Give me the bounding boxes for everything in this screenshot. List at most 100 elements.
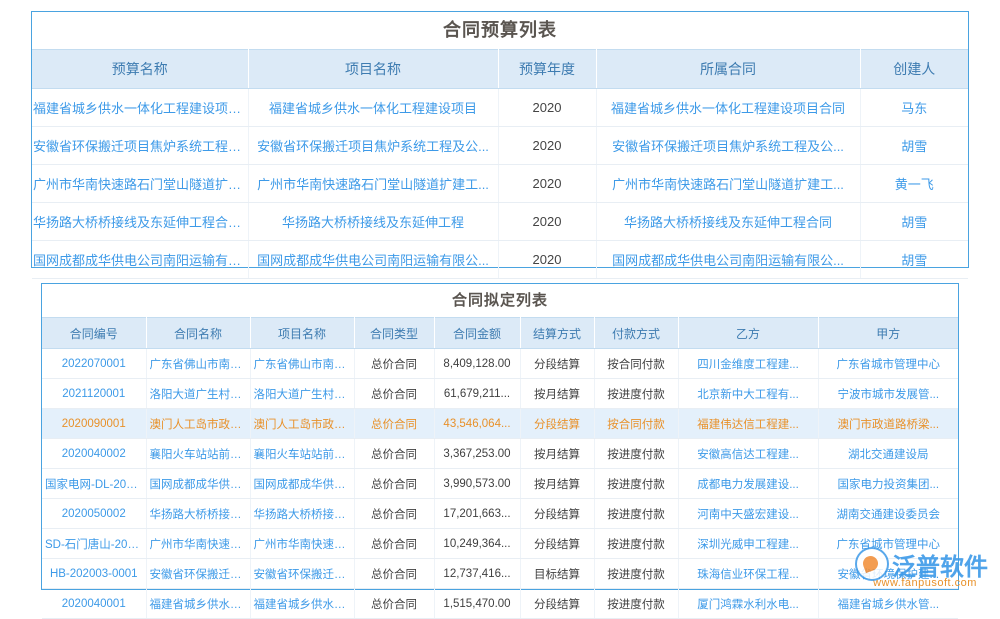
contract-cell-code[interactable]: 2020090001 <box>42 408 147 439</box>
budget-col-creator[interactable]: 创建人 <box>860 49 968 89</box>
contract-cell-party-a[interactable]: 福建省城乡供水管... <box>818 588 958 619</box>
contract-cell-project-name[interactable]: 洛阳大道广生村北侧锦... <box>250 378 355 409</box>
contract-cell-contract-name[interactable]: 华扬路大桥桥接线及东... <box>146 498 251 529</box>
budget-col-budget-name[interactable]: 预算名称 <box>32 49 249 89</box>
table-row[interactable]: 2020050002 华扬路大桥桥接线及东... 华扬路大桥桥接线及东... 总… <box>42 498 958 529</box>
table-row[interactable]: SD-石门唐山-20200... 广州市华南快速路石门... 广州市华南快速路石… <box>42 528 958 559</box>
budget-cell-project-name[interactable]: 广州市华南快速路石门堂山隧道扩建工... <box>248 164 499 203</box>
contract-cell-party-a[interactable]: 国家电力投资集团... <box>818 468 958 499</box>
budget-cell-project-name[interactable]: 安徽省环保搬迁项目焦炉系统工程及公... <box>248 126 499 165</box>
budget-cell-budget-name[interactable]: 广州市华南快速路石门堂山隧道扩建工... <box>32 164 249 203</box>
table-row[interactable]: 安徽省环保搬迁项目焦炉系统工程及公... 安徽省环保搬迁项目焦炉系统工程及公..… <box>32 126 968 165</box>
contract-cell-code[interactable]: SD-石门唐山-20200... <box>42 528 147 559</box>
contract-cell-party-b[interactable]: 深圳光威申工程建... <box>678 528 819 559</box>
budget-cell-contract[interactable]: 广州市华南快速路石门堂山隧道扩建工... <box>596 164 861 203</box>
budget-cell-contract[interactable]: 安徽省环保搬迁项目焦炉系统工程及公... <box>596 126 861 165</box>
table-row[interactable]: 2021120001 洛阳大道广生村北侧锦... 洛阳大道广生村北侧锦... 总… <box>42 378 958 409</box>
contract-cell-contract-name[interactable]: 广东省佛山市南海区洛... <box>146 348 251 379</box>
contract-cell-project-name[interactable]: 安徽省环保搬迁项目焦... <box>250 558 355 589</box>
table-row[interactable]: 国家电网-DL-20200... 国网成都成华供电公司... 国网成都成华供电公… <box>42 468 958 499</box>
contract-cell-payment: 按进度付款 <box>594 528 679 559</box>
contract-cell-project-name[interactable]: 广东省佛山市南海区洛... <box>250 348 355 379</box>
budget-col-project-name[interactable]: 项目名称 <box>248 49 499 89</box>
contract-cell-type: 总价合同 <box>354 348 435 379</box>
contract-table-header-row: 合同编号 合同名称 项目名称 合同类型 合同金额 结算方式 付款方式 乙方 甲方 <box>42 317 958 349</box>
contract-cell-party-b[interactable]: 成都电力发展建设... <box>678 468 819 499</box>
contract-cell-party-b[interactable]: 厦门鸿霖水利水电... <box>678 588 819 619</box>
contract-cell-party-b[interactable]: 安徽高信达工程建... <box>678 438 819 469</box>
contract-cell-code[interactable]: HB-202003-0001 <box>42 558 147 589</box>
contract-cell-project-name[interactable]: 国网成都成华供电公司... <box>250 468 355 499</box>
contract-cell-party-a[interactable]: 宁波市城市发展管... <box>818 378 958 409</box>
contract-cell-project-name[interactable]: 襄阳火车站站前片区基... <box>250 438 355 469</box>
contract-cell-contract-name[interactable]: 广州市华南快速路石门... <box>146 528 251 559</box>
contract-cell-party-a[interactable]: 广东省城市管理中心 <box>818 528 958 559</box>
contract-cell-amount: 43,546,064... <box>434 408 521 439</box>
contract-cell-project-name[interactable]: 澳门人工岛市政项目 <box>250 408 355 439</box>
budget-cell-contract[interactable]: 国网成都成华供电公司南阳运输有限公... <box>596 240 861 279</box>
table-row[interactable]: HB-202003-0001 安徽省环保搬迁项目焦... 安徽省环保搬迁项目焦.… <box>42 558 958 589</box>
table-row[interactable]: 华扬路大桥桥接线及东延伸工程合同预算 华扬路大桥桥接线及东延伸工程 2020 华… <box>32 202 968 241</box>
table-row[interactable]: 广州市华南快速路石门堂山隧道扩建工... 广州市华南快速路石门堂山隧道扩建工..… <box>32 164 968 203</box>
contract-cell-amount: 10,249,364... <box>434 528 521 559</box>
contract-cell-party-b[interactable]: 福建伟达信工程建... <box>678 408 819 439</box>
contract-cell-code[interactable]: 2021120001 <box>42 378 147 409</box>
budget-col-year[interactable]: 预算年度 <box>498 49 597 89</box>
budget-cell-contract[interactable]: 华扬路大桥桥接线及东延伸工程合同 <box>596 202 861 241</box>
budget-cell-budget-name[interactable]: 安徽省环保搬迁项目焦炉系统工程及公... <box>32 126 249 165</box>
contract-cell-code[interactable]: 2020040002 <box>42 438 147 469</box>
contract-cell-contract-name[interactable]: 澳门人工岛市政项目合同 <box>146 408 251 439</box>
contract-cell-settlement: 分段结算 <box>520 588 595 619</box>
contract-col-settlement[interactable]: 结算方式 <box>520 317 595 349</box>
contract-col-project-name[interactable]: 项目名称 <box>250 317 355 349</box>
contract-col-type[interactable]: 合同类型 <box>354 317 435 349</box>
contract-cell-code[interactable]: 国家电网-DL-20200... <box>42 468 147 499</box>
table-row[interactable]: 2022070001 广东省佛山市南海区洛... 广东省佛山市南海区洛... 总… <box>42 348 958 379</box>
contract-cell-party-a[interactable]: 安徽省环境保护建... <box>818 558 958 589</box>
contract-cell-party-a[interactable]: 广东省城市管理中心 <box>818 348 958 379</box>
contract-cell-settlement: 分段结算 <box>520 408 595 439</box>
table-row[interactable]: 国网成都成华供电公司南阳运输有限公... 国网成都成华供电公司南阳运输有限公..… <box>32 240 968 279</box>
contract-cell-party-b[interactable]: 河南中天盛宏建设... <box>678 498 819 529</box>
contract-cell-project-name[interactable]: 福建省城乡供水一体化... <box>250 588 355 619</box>
contract-col-party-b[interactable]: 乙方 <box>678 317 819 349</box>
budget-col-contract[interactable]: 所属合同 <box>596 49 861 89</box>
budget-cell-project-name[interactable]: 华扬路大桥桥接线及东延伸工程 <box>248 202 499 241</box>
contract-cell-party-b[interactable]: 珠海信业环保工程... <box>678 558 819 589</box>
contract-cell-code[interactable]: 2020040001 <box>42 588 147 619</box>
contract-cell-code[interactable]: 2022070001 <box>42 348 147 379</box>
contract-cell-contract-name[interactable]: 国网成都成华供电公司... <box>146 468 251 499</box>
contract-cell-code[interactable]: 2020050002 <box>42 498 147 529</box>
budget-cell-contract[interactable]: 福建省城乡供水一体化工程建设项目合同 <box>596 88 861 127</box>
contract-col-amount[interactable]: 合同金额 <box>434 317 521 349</box>
contract-col-code[interactable]: 合同编号 <box>42 317 147 349</box>
contract-col-party-a[interactable]: 甲方 <box>818 317 958 349</box>
table-row[interactable]: 2020090001 澳门人工岛市政项目合同 澳门人工岛市政项目 总价合同 43… <box>42 408 958 439</box>
contract-cell-party-b[interactable]: 北京新中大工程有... <box>678 378 819 409</box>
budget-cell-project-name[interactable]: 福建省城乡供水一体化工程建设项目 <box>248 88 499 127</box>
table-row[interactable]: 2020040001 福建省城乡供水一体化... 福建省城乡供水一体化... 总… <box>42 588 958 619</box>
contract-cell-contract-name[interactable]: 洛阳大道广生村北侧锦... <box>146 378 251 409</box>
contract-col-payment[interactable]: 付款方式 <box>594 317 679 349</box>
contract-cell-contract-name[interactable]: 襄阳火车站站前片区基... <box>146 438 251 469</box>
budget-cell-year: 2020 <box>498 240 597 279</box>
budget-cell-budget-name[interactable]: 国网成都成华供电公司南阳运输有限公... <box>32 240 249 279</box>
budget-cell-budget-name[interactable]: 华扬路大桥桥接线及东延伸工程合同预算 <box>32 202 249 241</box>
contract-cell-contract-name[interactable]: 安徽省环保搬迁项目焦... <box>146 558 251 589</box>
table-row[interactable]: 福建省城乡供水一体化工程建设项目合... 福建省城乡供水一体化工程建设项目 20… <box>32 88 968 127</box>
contract-draft-table: 合同编号 合同名称 项目名称 合同类型 合同金额 结算方式 付款方式 乙方 甲方… <box>42 317 958 619</box>
contract-cell-party-a[interactable]: 澳门市政道路桥梁... <box>818 408 958 439</box>
contract-col-contract-name[interactable]: 合同名称 <box>146 317 251 349</box>
contract-cell-contract-name[interactable]: 福建省城乡供水一体化... <box>146 588 251 619</box>
contract-cell-party-b[interactable]: 四川金维度工程建... <box>678 348 819 379</box>
budget-cell-budget-name[interactable]: 福建省城乡供水一体化工程建设项目合... <box>32 88 249 127</box>
contract-cell-amount: 1,515,470.00 <box>434 588 521 619</box>
contract-cell-project-name[interactable]: 华扬路大桥桥接线及东... <box>250 498 355 529</box>
contract-cell-type: 总价合同 <box>354 468 435 499</box>
contract-cell-type: 总价合同 <box>354 558 435 589</box>
budget-cell-project-name[interactable]: 国网成都成华供电公司南阳运输有限公... <box>248 240 499 279</box>
contract-cell-party-a[interactable]: 湖南交通建设委员会 <box>818 498 958 529</box>
contract-cell-party-a[interactable]: 湖北交通建设局 <box>818 438 958 469</box>
table-row[interactable]: 2020040002 襄阳火车站站前片区基... 襄阳火车站站前片区基... 总… <box>42 438 958 469</box>
contract-cell-project-name[interactable]: 广州市华南快速路石门... <box>250 528 355 559</box>
